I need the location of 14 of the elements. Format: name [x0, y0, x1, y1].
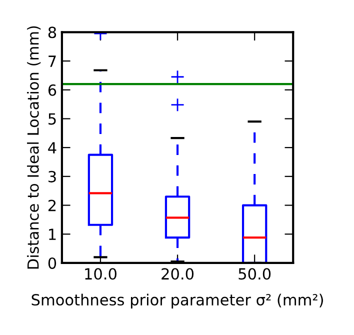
y-tick-label: 0: [48, 257, 56, 269]
y-tick-label: 2: [48, 200, 56, 212]
y-tick-label: 6: [48, 84, 56, 96]
y-tick-label: 1: [49, 228, 56, 240]
y-tick-label: 7: [48, 56, 56, 67]
y-tick-label: 5: [48, 113, 56, 125]
x-tick-label: 50.0: [238, 268, 271, 280]
y-tick-label: 8: [48, 26, 56, 38]
x-axis-title: Smoothness prior parameter σ² (mm²): [32, 294, 323, 309]
y-axis-title: Distance to Ideal Location (mm): [27, 26, 41, 269]
y-tick-label: 4: [48, 142, 56, 154]
x-tick-label: 10.0: [85, 268, 116, 280]
x-tick-label: 20.0: [162, 268, 194, 280]
y-tick-label: 3: [48, 170, 56, 182]
